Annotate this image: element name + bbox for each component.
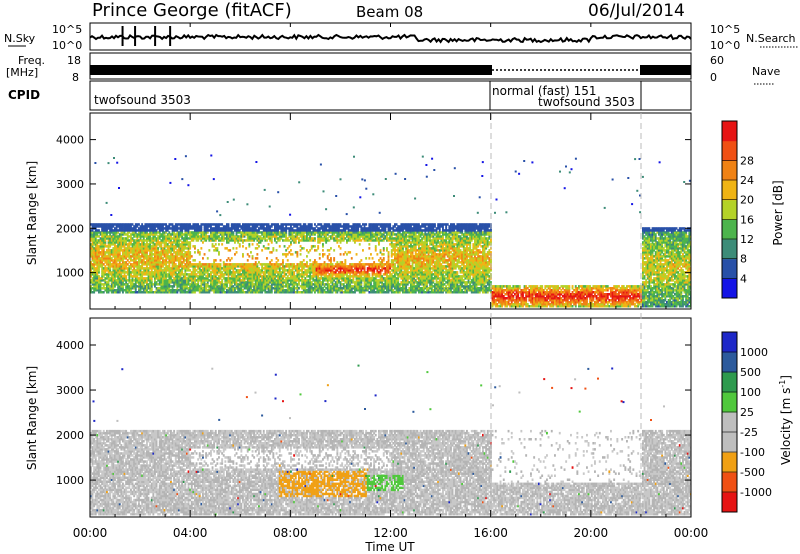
nave-tick-top: 60: [710, 54, 724, 67]
power-colorbar-tick: 24: [740, 174, 754, 187]
velocity-colorbar-tick: -25: [740, 426, 758, 439]
power-colorbar-tick: 20: [740, 194, 754, 207]
velocity-colorbar-segment: [722, 332, 737, 353]
nsearch-tick-top: 10^5: [710, 23, 740, 36]
velocity-colorbar-segment: [722, 352, 737, 373]
power-colorbar-frame: [721, 120, 738, 299]
velocity-ylabel: Slant Range [km]: [25, 366, 39, 470]
power-ytick-label: 2000: [56, 222, 84, 235]
cpid-panel-frame: [89, 80, 692, 111]
velocity-colorbar-segment: [722, 492, 737, 513]
velocity-ytick-label: 4000: [56, 339, 84, 352]
cpid-segment-3: twofsound 3503: [538, 95, 635, 109]
velocity-colorbar-tick: -100: [740, 446, 765, 459]
date-title: 06/Jul/2014: [588, 1, 685, 21]
nsky-panel-frame: [89, 22, 692, 51]
power-ytick-label: 3000: [56, 178, 84, 191]
velocity-colorbar-label: Velocity [m s-1]: [778, 375, 793, 465]
beam-title: Beam 08: [356, 3, 423, 21]
nave-label: Nave: [752, 65, 780, 78]
freq-label: Freq.: [18, 54, 45, 67]
power-colorbar-tick: 16: [740, 213, 754, 226]
nave-tick-bottom: 0: [710, 71, 717, 84]
power-colorbar-segment: [722, 219, 737, 240]
freq-tick-top: 18: [67, 54, 81, 67]
power-ylabel: Slant Range [km]: [25, 161, 39, 265]
velocity-colorbar-tick: 25: [740, 406, 754, 419]
power-colorbar-segment: [722, 258, 737, 279]
freq-band-1: [90, 65, 492, 75]
station-title: Prince George (fitACF): [92, 0, 292, 21]
power-colorbar-tick: 4: [740, 272, 747, 285]
x-tick-label: 08:00: [273, 526, 308, 540]
velocity-colorbar-segment: [722, 472, 737, 493]
velocity-colorbar-segment: [722, 432, 737, 453]
power-ytick-label: 1000: [56, 267, 84, 280]
nsky-label: N.Sky: [4, 32, 36, 45]
velocity-heatmap: [90, 364, 691, 516]
nsky-tick-top: 10^5: [52, 23, 82, 36]
freq-band-2: [640, 65, 691, 75]
velocity-colorbar-segment: [722, 412, 737, 433]
power-colorbar-segment: [722, 278, 737, 299]
power-colorbar-segment: [722, 180, 737, 201]
cpid-label: CPID: [8, 88, 40, 102]
velocity-colorbar-tick: -1000: [740, 486, 772, 499]
x-tick-label: 12:00: [373, 526, 408, 540]
x-tick-label: 00:00: [674, 526, 709, 540]
x-tick-label: 16:00: [473, 526, 508, 540]
power-colorbar-segment: [722, 160, 737, 181]
power-colorbar-segment: [722, 199, 737, 220]
velocity-ytick-label: 1000: [56, 474, 84, 487]
power-colorbar-segment: [722, 140, 737, 161]
velocity-colorbar-tick: 100: [740, 386, 761, 399]
x-tick-label: 00:00: [73, 526, 108, 540]
power-colorbar-tick: 28: [740, 154, 754, 167]
freq-tick-bottom: 8: [72, 71, 79, 84]
power-heatmap: [90, 154, 691, 308]
power-colorbar-segment: [722, 121, 737, 142]
cpid-segment-1: twofsound 3503: [94, 93, 191, 107]
freq-unit: [MHz]: [6, 66, 38, 79]
power-colorbar-tick: 8: [740, 253, 747, 266]
x-tick-label: 20:00: [574, 526, 609, 540]
nsearch-tick-bottom: 10^0: [710, 39, 740, 52]
x-tick-label: 04:00: [173, 526, 208, 540]
velocity-colorbar-frame: [721, 331, 738, 513]
power-colorbar-segment: [722, 239, 737, 260]
velocity-ytick-label: 3000: [56, 384, 84, 397]
power-colorbar-label: Power [dB]: [771, 180, 785, 245]
power-ytick-label: 4000: [56, 134, 84, 147]
velocity-colorbar-segment: [722, 372, 737, 393]
velocity-colorbar-tick: 500: [740, 366, 761, 379]
velocity-colorbar-segment: [722, 392, 737, 413]
velocity-ytick-label: 2000: [56, 429, 84, 442]
velocity-colorbar-segment: [722, 452, 737, 473]
x-axis-label: Time UT: [364, 540, 415, 554]
power-colorbar-tick: 12: [740, 233, 754, 246]
nsky-trace: [89, 33, 692, 44]
nsearch-label: N.Search: [746, 32, 796, 45]
nsky-tick-bottom: 10^0: [52, 39, 82, 52]
velocity-colorbar-tick: -500: [740, 466, 765, 479]
cpid-segment-2: normal (fast) 151: [492, 84, 596, 98]
velocity-colorbar-tick: 1000: [740, 346, 768, 359]
